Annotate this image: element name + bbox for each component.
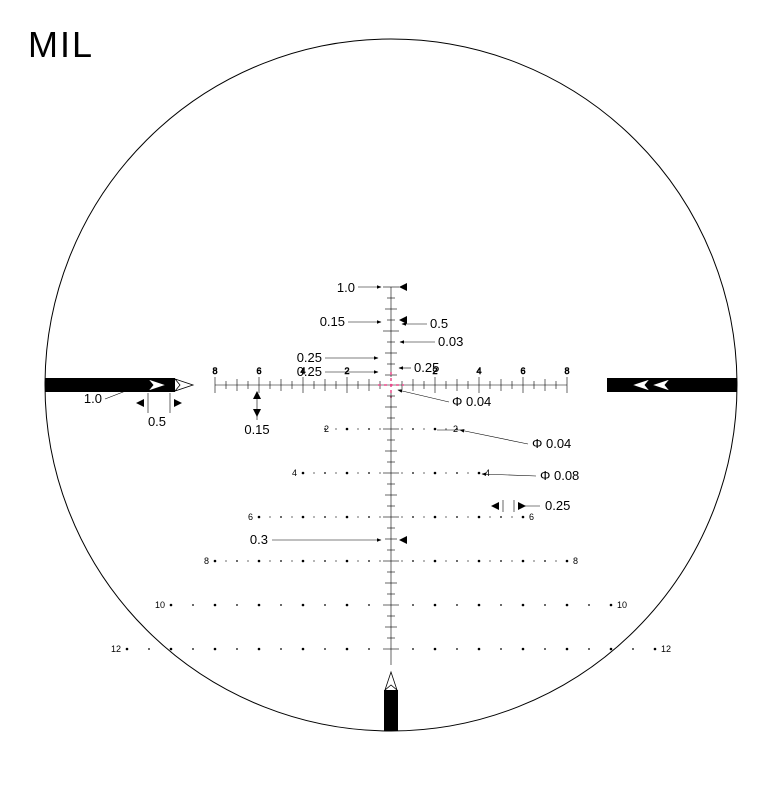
- callout-0.5: 0.5: [430, 316, 448, 331]
- reticle-diagram: 8 6 4 2 2 4: [0, 0, 783, 788]
- h-label-4r: 4: [476, 366, 481, 376]
- callout-phi004b: Φ 0.04: [532, 436, 571, 451]
- h-label-8r: 8: [564, 366, 569, 376]
- callout-1.0: 1.0: [337, 280, 355, 295]
- callout-0.15-top: 0.15: [320, 314, 345, 329]
- page-title: MIL: [28, 24, 94, 66]
- svg-text:6: 6: [248, 512, 253, 522]
- svg-text:12: 12: [661, 644, 671, 654]
- callout-phi008: Φ 0.08: [540, 468, 579, 483]
- svg-text:10: 10: [617, 600, 627, 610]
- h-label-2l: 2: [344, 366, 349, 376]
- svg-text:6: 6: [529, 512, 534, 522]
- callout-0.25a: 0.25: [297, 350, 322, 365]
- callout-0.25b: 0.25: [297, 364, 322, 379]
- svg-text:4: 4: [292, 468, 297, 478]
- h-label-6l: 6: [256, 366, 261, 376]
- svg-text:12: 12: [111, 644, 121, 654]
- callout-farL-0.15: 0.15: [244, 422, 269, 437]
- callout-farL-1.0: 1.0: [84, 391, 102, 406]
- callout-farL-0.5: 0.5: [148, 414, 166, 429]
- svg-text:2: 2: [453, 424, 458, 434]
- vertical-top: [383, 287, 399, 377]
- callout-phi004a: Φ 0.04: [452, 394, 491, 409]
- callout-0.03: 0.03: [438, 334, 463, 349]
- callouts: 1.0 0.15 0.5 0.03 0.25 0.25 0.25 Φ 0.04 …: [84, 280, 579, 547]
- svg-text:4: 4: [485, 468, 490, 478]
- h-label-8l: 8: [212, 366, 217, 376]
- svg-text:8: 8: [573, 556, 578, 566]
- callout-0.25-lower: 0.25: [545, 498, 570, 513]
- callout-0.3: 0.3: [250, 532, 268, 547]
- h-label-6r: 6: [520, 366, 525, 376]
- svg-text:10: 10: [155, 600, 165, 610]
- svg-text:2: 2: [324, 424, 329, 434]
- callout-0.25c: 0.25: [414, 360, 439, 375]
- svg-text:8: 8: [204, 556, 209, 566]
- vertical-bottom-stem: [383, 393, 399, 665]
